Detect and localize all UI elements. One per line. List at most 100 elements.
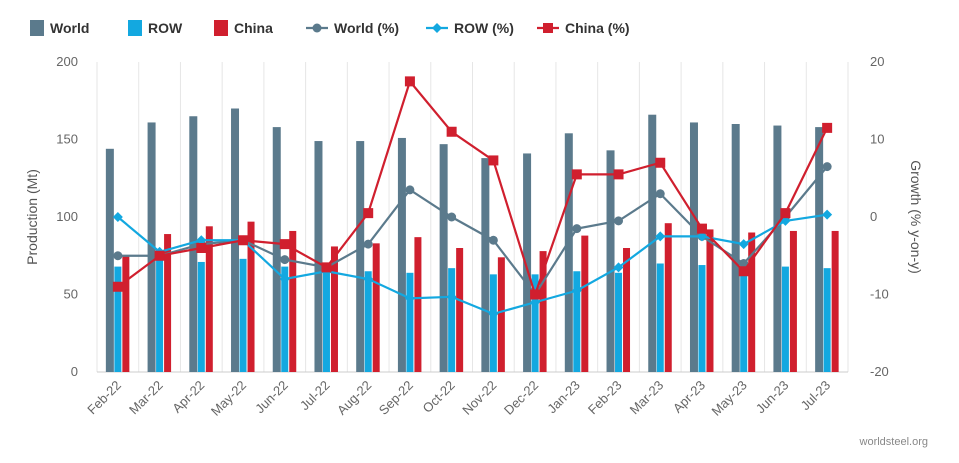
bar-row-jul-23	[823, 268, 831, 372]
point-world-oct-22	[447, 212, 457, 222]
point-row-sep-22	[404, 293, 415, 304]
bar-row-aug-22	[364, 271, 372, 372]
bar-row-may-22	[239, 258, 247, 372]
point-china-nov-22	[488, 155, 499, 166]
bar-world-feb-22	[105, 148, 114, 372]
point-row-dec-22	[530, 297, 541, 308]
point-world-jun-22	[280, 255, 290, 265]
bar-china-feb-22	[122, 255, 130, 372]
legend-label-row: ROW	[148, 20, 183, 36]
point-world-nov-22	[488, 235, 498, 245]
x-tick-label: Jun-22	[252, 378, 291, 417]
x-tick-label: Apr-22	[169, 378, 207, 416]
point-china-jun-22	[279, 239, 290, 250]
point-world-aug-22	[363, 239, 373, 249]
bar-row-jul-22	[322, 271, 330, 372]
x-tick-label: Dec-22	[501, 378, 541, 418]
point-china-dec-22	[530, 289, 541, 300]
point-china-aug-22	[363, 208, 374, 219]
bar-world-nov-22	[481, 158, 490, 372]
point-china-jul-22	[321, 262, 332, 273]
bar-row-feb-23	[615, 272, 623, 372]
point-china-feb-23	[613, 169, 624, 180]
point-row-jul-23	[822, 209, 833, 220]
bar-world-aug-22	[356, 141, 365, 372]
bar-world-apr-23	[689, 122, 698, 372]
point-china-oct-22	[446, 126, 457, 137]
bar-row-jun-22	[281, 266, 289, 372]
legend-label-china: China	[234, 20, 273, 36]
bar-row-apr-22	[197, 261, 205, 372]
line-row	[117, 213, 828, 316]
bar-row-jun-23	[781, 266, 789, 372]
bar-row-jan-23	[573, 271, 581, 372]
bar-china-jun-22	[289, 230, 297, 372]
bar-world-oct-22	[439, 144, 448, 372]
bar-china-nov-22	[497, 257, 505, 372]
y-left-tick-label: 50	[64, 287, 78, 302]
y-right-title: Growth (% y-on-y)	[908, 160, 924, 274]
bar-china-apr-22	[205, 226, 213, 372]
x-tick-label: Oct-22	[420, 378, 458, 416]
point-china-mar-22	[154, 250, 165, 261]
y-right-tick-label: 10	[870, 132, 884, 147]
bar-world-jul-22	[314, 141, 323, 372]
point-china-jul-23	[822, 122, 833, 133]
y-right-tick-label: 20	[870, 54, 884, 69]
point-china-jan-23	[571, 169, 582, 180]
legend-swatch-china	[214, 20, 228, 36]
bar-china-oct-22	[456, 248, 464, 372]
x-tick-label: May-23	[709, 378, 750, 419]
point-row-jan-23	[571, 285, 582, 296]
x-tick-label: Jun-23	[753, 378, 792, 417]
point-world-jan-23	[572, 224, 582, 234]
legend-label-world: World	[50, 20, 89, 36]
x-tick-label: Jul-23	[798, 378, 834, 414]
bar-china-jul-23	[831, 230, 839, 372]
bar-row-may-23	[740, 266, 748, 372]
point-china-apr-23	[696, 223, 707, 234]
x-tick-label: Apr-23	[670, 378, 708, 416]
bar-row-dec-22	[531, 274, 539, 372]
bar-world-may-23	[731, 124, 740, 372]
point-row-may-23	[738, 239, 749, 250]
bar-world-mar-22	[147, 122, 156, 372]
legend-swatch-world	[30, 20, 44, 36]
bar-china-aug-22	[372, 243, 380, 372]
legend-swatch-row	[128, 20, 142, 36]
bar-row-mar-22	[156, 260, 164, 372]
x-tick-label: Nov-22	[459, 378, 499, 418]
bar-world-jul-23	[815, 127, 824, 372]
y-left-tick-label: 150	[56, 132, 78, 147]
bar-china-apr-23	[706, 229, 714, 372]
point-world-jul-23	[822, 162, 832, 172]
bar-world-dec-22	[523, 153, 532, 372]
x-tick-label: May-22	[208, 378, 249, 419]
bar-china-jun-23	[789, 230, 797, 372]
point-world-mar-23	[655, 189, 665, 199]
bar-china-may-22	[247, 221, 255, 372]
point-world-feb-22	[113, 251, 123, 261]
bar-china-sep-22	[414, 237, 422, 372]
bar-china-mar-23	[664, 223, 672, 372]
point-china-mar-23	[655, 157, 666, 168]
legend-marker-china	[543, 23, 553, 33]
legend-label-world: World (%)	[334, 20, 399, 36]
point-row-feb-22	[112, 212, 123, 222]
point-china-may-23	[738, 266, 749, 277]
y-right-tick-label: -20	[870, 364, 889, 379]
bar-row-oct-22	[448, 268, 456, 372]
x-tick-label: Mar-22	[126, 378, 166, 418]
grid	[96, 62, 849, 373]
y-left-tick-label: 200	[56, 54, 78, 69]
bar-world-jan-23	[564, 133, 573, 372]
bar-world-jun-23	[773, 125, 782, 372]
bar-row-sep-22	[406, 272, 414, 372]
lines	[112, 76, 833, 319]
bar-china-may-23	[748, 232, 756, 372]
bar-china-mar-22	[164, 234, 172, 372]
x-tick-label: Mar-23	[627, 378, 667, 418]
point-row-apr-22	[196, 235, 207, 246]
y-right-tick-label: -10	[870, 287, 889, 302]
